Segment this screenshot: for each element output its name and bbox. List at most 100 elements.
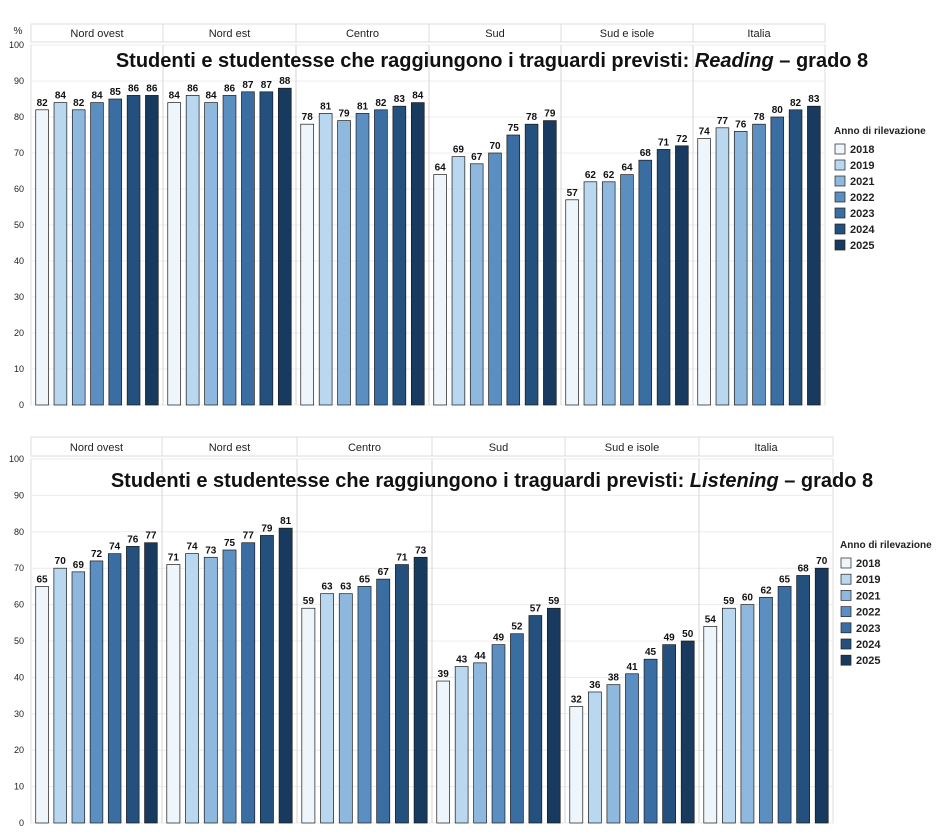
legend-item-label: 2019 [856, 574, 880, 586]
bar-value-label: 86 [128, 83, 140, 94]
bar-value-label: 73 [415, 545, 427, 556]
bar-value-label: 87 [261, 80, 273, 91]
bar-value-label: 43 [456, 654, 468, 665]
bar-2018 [301, 607, 316, 824]
bar-2025 [814, 567, 829, 824]
bar-2024 [662, 644, 676, 824]
chart-title-prefix: Studenti e studentesse che raggiungono i… [111, 470, 690, 492]
category-label: Nord ovest [70, 442, 123, 454]
bar-value-label: 70 [489, 141, 501, 152]
bar-value-label: 78 [302, 112, 314, 123]
bar-value-label: 78 [753, 112, 765, 123]
bar-value-label: 44 [475, 651, 487, 662]
bar-2022 [759, 596, 773, 824]
y-tick-label: 20 [14, 745, 24, 755]
y-tick-label: 80 [14, 527, 24, 537]
chart-title-suffix: – grado 8 [774, 50, 868, 72]
bar-2018 [35, 586, 49, 824]
bar-value-label: 84 [55, 91, 67, 102]
bar-value-label: 63 [322, 582, 334, 593]
bar-value-label: 75 [224, 538, 236, 549]
legend-swatch [840, 573, 852, 585]
bar-2018 [300, 123, 315, 406]
legend-item-label: 2022 [856, 607, 880, 619]
category-label: Sud [489, 442, 509, 454]
legend-item-label: 2025 [856, 655, 880, 667]
bar-value-label: 82 [375, 98, 387, 109]
bar-value-label: 69 [73, 560, 85, 571]
bar-2025 [543, 120, 557, 406]
category-label: Centro [346, 28, 379, 40]
bar-2022 [752, 123, 766, 406]
y-tick-label: 50 [14, 220, 24, 230]
bar-2022 [222, 95, 237, 406]
y-tick-label: 40 [14, 256, 24, 266]
bar-2018 [569, 706, 584, 824]
y-tick-label: 60 [14, 600, 24, 610]
y-tick-label: 60 [14, 184, 24, 194]
category-header [692, 23, 826, 43]
bar-2019 [588, 691, 602, 824]
bar-2022 [625, 673, 639, 824]
bar-2023 [241, 542, 256, 824]
bar-value-label: 65 [37, 574, 49, 585]
legend-item-label: 2018 [850, 144, 874, 156]
bar-value-label: 87 [242, 80, 254, 91]
bar-value-label: 54 [705, 614, 717, 625]
y-tick-label: 10 [14, 782, 24, 792]
bar-value-label: 71 [396, 553, 408, 564]
bar-value-label: 67 [471, 152, 483, 163]
chart-title: Studenti e studentesse che raggiungono i… [116, 50, 868, 72]
bar-value-label: 68 [798, 563, 810, 574]
bar-2018 [697, 138, 711, 406]
bar-value-label: 62 [585, 170, 597, 181]
y-tick-label: 70 [14, 148, 24, 158]
y-tick-label: 100 [9, 454, 24, 464]
bar-value-label: 32 [571, 695, 583, 706]
bar-value-label: 69 [453, 145, 465, 156]
legend-swatch [834, 175, 846, 187]
chart-title-subject: Listening [690, 470, 779, 492]
bar-value-label: 76 [735, 119, 747, 130]
bar-value-label: 78 [526, 112, 538, 123]
bar-2018 [703, 626, 718, 824]
legend: Anno di rilevazione 2018 2019 2021 2022 2023 2… [834, 126, 926, 252]
bar-2019 [53, 102, 68, 406]
bar-value-label: 80 [772, 105, 784, 116]
bar-value-label: 84 [91, 91, 103, 102]
bar-2025 [145, 95, 159, 406]
bar-value-label: 62 [760, 585, 772, 596]
bar-value-label: 74 [109, 542, 121, 553]
bar-2021 [204, 102, 218, 406]
bar-2019 [53, 567, 67, 824]
bar-2022 [491, 644, 506, 824]
category-label: Italia [747, 28, 771, 40]
bar-2024 [126, 95, 141, 406]
bar-value-label: 59 [303, 596, 315, 607]
bar-value-label: 59 [723, 596, 735, 607]
bar-2023 [638, 159, 653, 406]
bar-2019 [722, 607, 736, 824]
y-tick-label: 50 [14, 636, 24, 646]
bar-2019 [320, 593, 334, 824]
bar-2024 [259, 91, 274, 406]
legend-title: Anno di rilevazione [840, 540, 932, 551]
bar-2023 [107, 553, 122, 824]
legend-swatch [834, 159, 846, 171]
bar-value-label: 59 [548, 596, 560, 607]
bar-2021 [203, 556, 218, 824]
bar-2019 [185, 95, 200, 406]
y-tick-label: 0 [19, 400, 24, 410]
y-tick-label: 30 [14, 709, 24, 719]
y-tick-label: 0 [19, 818, 24, 828]
bar-2018 [565, 199, 579, 406]
legend-item-label: 2021 [856, 590, 880, 602]
legend-item-label: 2023 [850, 208, 874, 220]
bar-value-label: 74 [187, 542, 199, 553]
bar-2019 [583, 181, 598, 406]
bar-value-label: 45 [645, 647, 657, 658]
bar-value-label: 84 [412, 91, 424, 102]
bar-value-label: 36 [589, 680, 601, 691]
bar-2023 [241, 91, 255, 406]
